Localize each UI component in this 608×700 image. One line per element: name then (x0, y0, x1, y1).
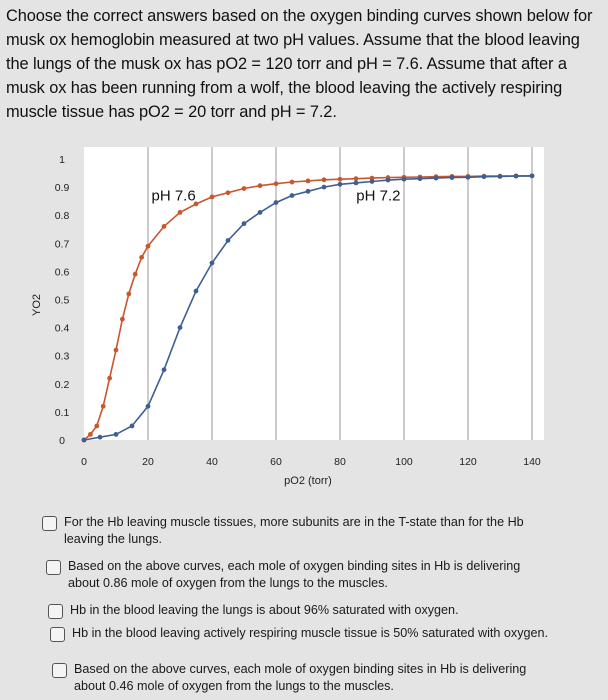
checkbox[interactable] (42, 516, 57, 531)
checkbox[interactable] (52, 663, 67, 678)
answer-option-2[interactable]: Based on the above curves, each mole of … (46, 558, 546, 592)
answer-option-1[interactable]: For the Hb leaving muscle tissues, more … (42, 514, 552, 548)
answer-option-text: Based on the above curves, each mole of … (74, 662, 527, 693)
checkbox[interactable] (48, 604, 63, 619)
checkbox[interactable] (46, 560, 61, 575)
answer-option-4[interactable]: Hb in the blood leaving actively respiri… (50, 625, 550, 642)
answer-option-text: Hb in the blood leaving the lungs is abo… (70, 603, 459, 617)
question-text: Choose the correct answers based on the … (6, 7, 593, 121)
checkbox[interactable] (50, 627, 65, 642)
answer-option-3[interactable]: Hb in the blood leaving the lungs is abo… (48, 602, 548, 619)
answer-option-text: Hb in the blood leaving actively respiri… (72, 626, 549, 640)
answer-option-5[interactable]: Based on the above curves, each mole of … (52, 661, 552, 695)
answer-option-text: Based on the above curves, each mole of … (68, 559, 521, 590)
answer-option-text: For the Hb leaving muscle tissues, more … (64, 515, 524, 546)
